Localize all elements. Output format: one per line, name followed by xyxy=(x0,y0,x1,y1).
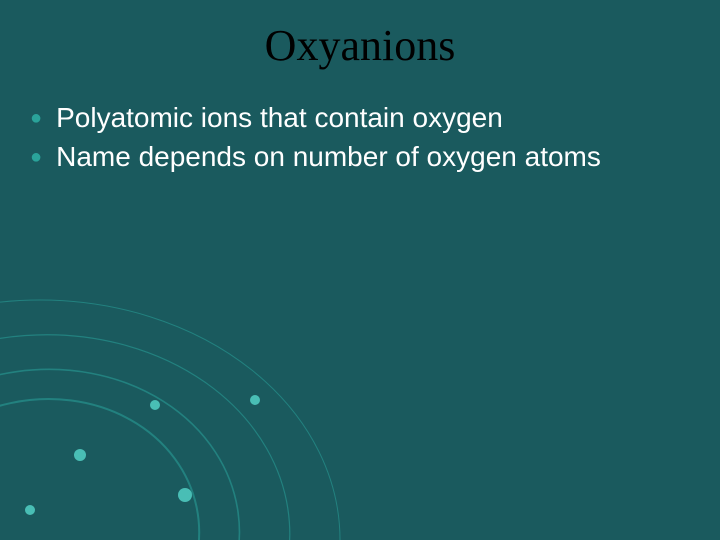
bullet-icon: ● xyxy=(30,106,42,131)
slide-body: ● Polyatomic ions that contain oxygen ● … xyxy=(30,100,690,178)
list-item: ● Polyatomic ions that contain oxygen xyxy=(30,100,690,135)
slide-title: Oxyanions xyxy=(0,20,720,71)
bullet-text: Polyatomic ions that contain oxygen xyxy=(56,100,503,135)
orbit-decoration xyxy=(0,200,380,540)
slide: Oxyanions ● Polyatomic ions that contain… xyxy=(0,0,720,540)
bullet-icon: ● xyxy=(30,145,42,170)
bullet-text: Name depends on number of oxygen atoms xyxy=(56,139,601,174)
list-item: ● Name depends on number of oxygen atoms xyxy=(30,139,690,174)
